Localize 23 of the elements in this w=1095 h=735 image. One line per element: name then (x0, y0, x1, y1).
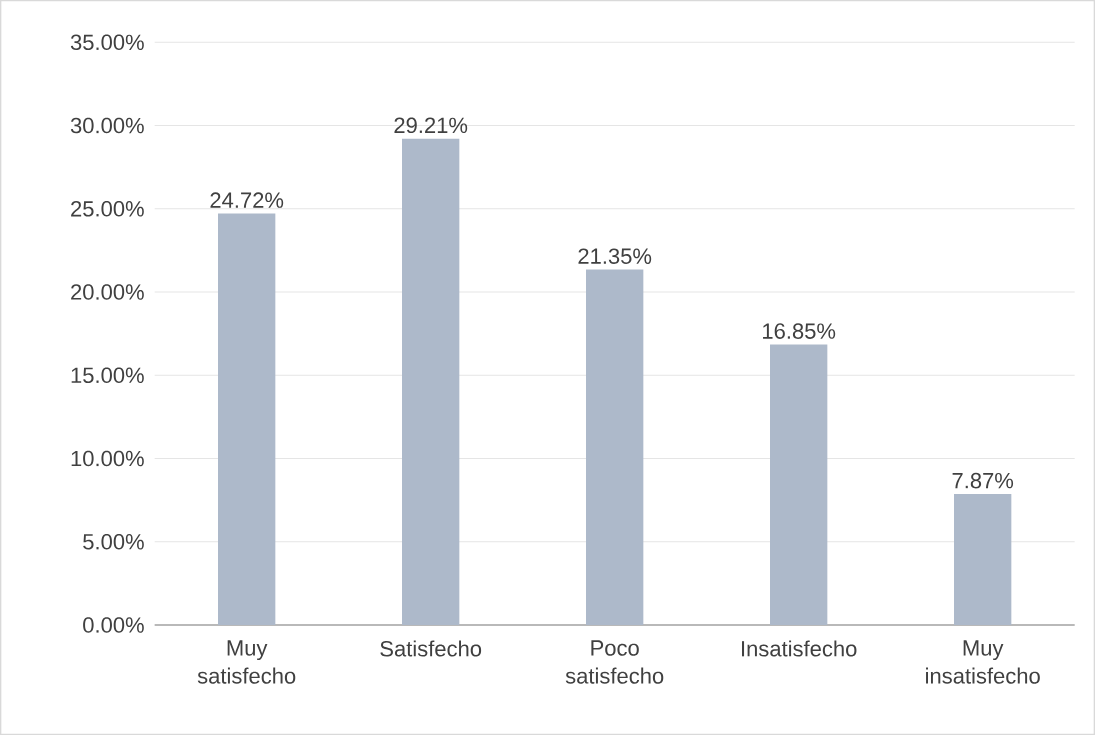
bar (218, 213, 276, 625)
x-tick-label: Muy insatisfecho (926, 640, 1040, 684)
y-tick-label: 20.00% (71, 284, 144, 300)
y-tick-label: 10.00% (71, 450, 144, 467)
x-tick-label: Insatisfecho (742, 640, 857, 657)
bar (586, 269, 644, 625)
data-label: 16.85% (763, 323, 836, 339)
x-tick-label: Poco satisfecho (565, 640, 664, 684)
y-tick-label: 5.00% (83, 533, 144, 550)
x-tick-label: Satisfecho (380, 640, 482, 657)
bar (954, 493, 1012, 625)
data-label: 21.35% (578, 248, 652, 264)
bar (402, 138, 460, 625)
y-tick-label: 15.00% (71, 367, 144, 384)
data-label: 29.21% (394, 117, 468, 134)
data-label: 24.72% (210, 192, 284, 208)
y-tick-label: 35.00% (70, 34, 144, 51)
y-tick-label: 0.00% (83, 617, 144, 633)
y-tick-label: 25.00% (71, 201, 144, 217)
y-tick-label: 30.00% (70, 117, 144, 134)
bar (770, 344, 828, 625)
data-label: 7.87% (952, 472, 1014, 489)
x-tick-label: Muy satisfecho (197, 640, 296, 684)
